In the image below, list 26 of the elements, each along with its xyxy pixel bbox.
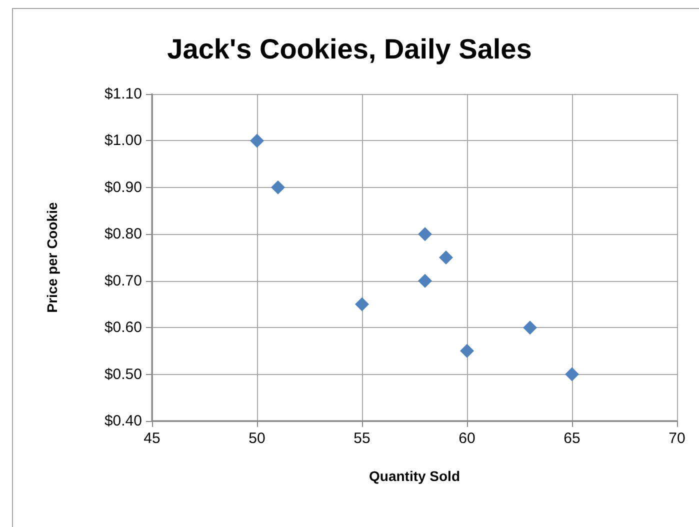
y-tick-label: $0.50	[104, 366, 142, 383]
x-tick-label: 70	[668, 430, 686, 447]
y-tick-label: $0.70	[104, 272, 142, 290]
y-tick-label: $0.60	[104, 319, 142, 336]
x-axis-title: Quantity Sold	[369, 468, 460, 484]
point	[418, 274, 432, 288]
y-tick-label: $1.00	[104, 132, 142, 150]
y-axis-title: Price per Cookie	[44, 202, 60, 313]
y-tick-label: $0.80	[104, 226, 142, 243]
point	[355, 297, 369, 312]
x-tick-label: 55	[354, 430, 370, 447]
x-tick-label: 65	[564, 430, 580, 447]
point	[523, 320, 537, 335]
y-tick-label: $0.90	[104, 178, 142, 196]
chart-title: Jack's Cookies, Daily Sales	[167, 34, 532, 64]
y-tick-label: $0.40	[104, 412, 142, 430]
x-tick-label: 45	[144, 430, 160, 447]
point	[271, 180, 285, 194]
y-tick-label: $1.10	[104, 86, 142, 102]
point	[250, 134, 264, 148]
point	[418, 227, 432, 242]
x-tick-label: 60	[458, 430, 476, 447]
point	[565, 367, 579, 382]
point	[460, 344, 474, 358]
point	[439, 250, 453, 264]
x-tick-label: 50	[248, 430, 266, 447]
